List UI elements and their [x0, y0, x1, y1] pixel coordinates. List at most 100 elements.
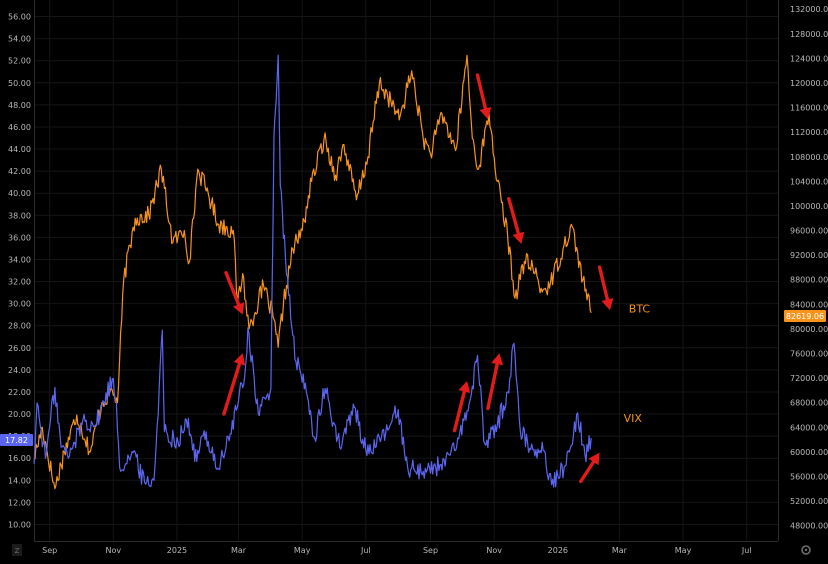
arrow-down-feb-2026-head — [601, 298, 614, 311]
right-axis-ticks[interactable]: 48000.00 52000.00 56000.00 60000.00 64000.00… — [790, 5, 828, 530]
arrow-down-nov-2025-shaft — [507, 197, 521, 236]
time-tick-label: 2025 — [167, 546, 187, 555]
arrow-down-feb-2026 — [597, 265, 614, 311]
right-tick-label: 84000.00 — [790, 300, 828, 309]
arrow-down-nov-2025 — [507, 197, 525, 245]
arrow-down-feb-2026-shaft — [597, 265, 610, 302]
arrow-up-oct-2025-shaft — [486, 362, 499, 411]
time-tick-label: Mar — [231, 546, 247, 555]
time-tick-label: Jul — [741, 546, 752, 555]
btc-price-tag: 82619.06 — [784, 310, 826, 322]
grid — [34, 0, 778, 541]
arrow-down-feb-2025 — [224, 271, 245, 315]
left-tick-label: 34.00 — [8, 255, 31, 264]
right-tick-label: 48000.00 — [790, 522, 828, 531]
bottom-left-corner[interactable]: Z — [12, 544, 22, 556]
gear-icon-ring[interactable] — [801, 545, 811, 555]
vix-annotation: VIX — [624, 412, 643, 425]
left-tick-label: 42.00 — [8, 167, 31, 176]
arrow-up-mar-2025-shaft — [222, 362, 242, 416]
arrow-up-sep-2025 — [452, 380, 471, 433]
right-tick-label: 56000.00 — [790, 472, 828, 481]
arrow-up-jan-2026-shaft — [579, 460, 596, 484]
left-tick-label: 40.00 — [8, 189, 31, 198]
left-tick-label: 32.00 — [8, 278, 31, 287]
right-tick-label: 76000.00 — [790, 349, 828, 358]
time-tick-label: May — [294, 546, 311, 555]
left-tick-label: 14.00 — [8, 476, 31, 485]
annotations: BTC VIX — [624, 302, 651, 424]
right-tick-label: 104000.00 — [790, 177, 828, 186]
time-tick-label: Nov — [105, 546, 121, 555]
arrow-up-mar-2025-head — [233, 353, 246, 366]
arrow-up-sep-2025-head — [458, 380, 471, 394]
gear-icon-hub[interactable] — [804, 548, 808, 552]
annotation-arrows — [222, 73, 614, 484]
vix-price-tag-label: 17.82 — [5, 436, 28, 445]
btc-annotation: BTC — [629, 302, 651, 315]
left-tick-label: 26.00 — [8, 344, 31, 353]
left-tick-label: 28.00 — [8, 322, 31, 331]
left-tick-label: 30.00 — [8, 300, 31, 309]
right-tick-label: 60000.00 — [790, 448, 828, 457]
time-axis-ticks[interactable]: Sep Nov 2025 Mar May Jul Sep Nov 2026 Mar May Jul — [42, 546, 751, 555]
vix-price-tag: 17.82 — [0, 434, 33, 446]
btc-series-line — [33, 54, 592, 490]
left-tick-label: 38.00 — [8, 211, 31, 220]
btc-price-tag-label: 82619.06 — [786, 312, 824, 321]
left-tick-label: 44.00 — [8, 145, 31, 154]
left-tick-label: 50.00 — [8, 79, 31, 88]
arrow-down-oct-2025-head — [479, 107, 492, 120]
time-tick-label: Jul — [360, 546, 371, 555]
time-tick-label: 2026 — [548, 546, 568, 555]
left-axis-ticks[interactable]: 10.0012.0014.0016.0018.0020.0022.0024.00… — [8, 13, 31, 530]
arrow-up-jan-2026-head — [588, 452, 600, 466]
arrow-up-sep-2025-shaft — [452, 389, 467, 433]
left-tick-label: 52.00 — [8, 57, 31, 66]
left-tick-label: 24.00 — [8, 366, 31, 375]
arrow-up-oct-2025-head — [491, 353, 504, 366]
time-tick-label: May — [675, 546, 692, 555]
left-tick-label: 56.00 — [8, 13, 31, 22]
right-tick-label: 52000.00 — [790, 497, 828, 506]
zoom-toggle-box[interactable] — [12, 544, 22, 556]
gear-icon[interactable] — [801, 545, 811, 555]
btc-price-tag-box — [784, 310, 826, 322]
arrow-up-mar-2025 — [222, 353, 246, 416]
right-tick-label: 96000.00 — [790, 227, 828, 236]
vix-price-tag-box — [0, 434, 33, 446]
arrow-up-oct-2025 — [486, 353, 504, 411]
left-tick-label: 16.00 — [8, 454, 31, 463]
arrow-down-oct-2025 — [475, 73, 492, 120]
left-tick-label: 46.00 — [8, 123, 31, 132]
arrow-down-nov-2025-head — [512, 231, 525, 245]
right-tick-label: 112000.00 — [790, 128, 828, 137]
arrow-down-feb-2025-shaft — [224, 271, 241, 307]
right-tick-label: 100000.00 — [790, 202, 828, 211]
time-tick-label: Sep — [42, 546, 57, 555]
time-tick-label: Sep — [423, 546, 438, 555]
right-tick-label: 88000.00 — [790, 276, 828, 285]
left-tick-label: 10.00 — [8, 520, 31, 529]
vix-series-line — [33, 54, 592, 488]
right-tick-label: 132000.00 — [790, 5, 828, 14]
right-tick-label: 80000.00 — [790, 325, 828, 334]
time-tick-label: Mar — [612, 546, 628, 555]
arrow-down-oct-2025-shaft — [475, 73, 488, 111]
right-tick-label: 68000.00 — [790, 399, 828, 408]
left-tick-label: 20.00 — [8, 410, 31, 419]
right-tick-label: 92000.00 — [790, 251, 828, 260]
right-tick-label: 116000.00 — [790, 104, 828, 113]
right-tick-label: 128000.00 — [790, 30, 828, 39]
zoom-toggle-label[interactable]: Z — [15, 547, 20, 555]
right-tick-label: 120000.00 — [790, 79, 828, 88]
right-tick-label: 108000.00 — [790, 153, 828, 162]
left-tick-label: 12.00 — [8, 498, 31, 507]
series-layer — [33, 54, 592, 490]
left-tick-label: 54.00 — [8, 35, 31, 44]
right-tick-label: 124000.00 — [790, 54, 828, 63]
arrow-up-jan-2026 — [579, 452, 600, 484]
right-tick-label: 72000.00 — [790, 374, 828, 383]
